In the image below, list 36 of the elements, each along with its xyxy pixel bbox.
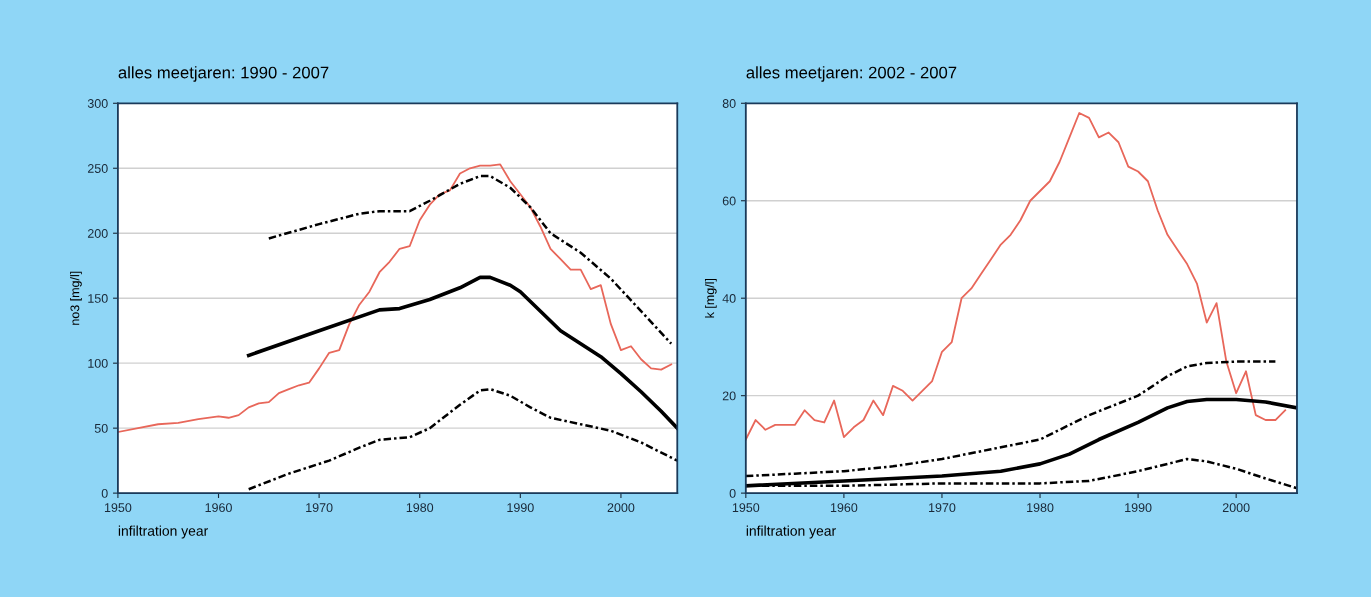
y-tick-label: 40	[722, 294, 736, 303]
x-tick-label: 1970	[306, 503, 333, 513]
x-axis-title: infiltration year	[118, 525, 208, 539]
y-tick-label: 80	[722, 99, 736, 108]
x-tick-label: 2000	[607, 503, 635, 513]
y-tick-label: 100	[88, 358, 108, 368]
y-tick-label: 20	[722, 391, 736, 401]
line-series	[745, 360, 1277, 478]
x-tick-label: 1980	[406, 503, 434, 513]
x-tick-label: 1960	[830, 503, 858, 513]
chart-title: alles meetjaren: 1990 - 2007	[118, 66, 329, 82]
x-axis-title: infiltration year	[746, 525, 836, 539]
line-series	[745, 112, 1287, 441]
y-tick-label: 250	[87, 164, 108, 173]
y-axis-title: no3 [mg/l]	[70, 271, 82, 325]
line-series	[246, 275, 678, 430]
y-tick-label: 300	[87, 99, 108, 108]
y-tick-label: 150	[88, 294, 108, 303]
x-tick-label: 1980	[1027, 503, 1054, 513]
y-tick-label: 200	[87, 229, 108, 238]
y-axis-title: k [mg/l]	[704, 278, 717, 318]
x-tick-label: 1990	[507, 503, 534, 513]
chart-title: alles meetjaren: 2002 - 2007	[746, 66, 957, 82]
x-tick-label: 1950	[104, 503, 132, 513]
line-series	[247, 387, 678, 491]
y-tick-label: 0	[729, 488, 736, 498]
x-tick-label: 1990	[1125, 503, 1152, 513]
x-tick-label: 1950	[732, 503, 760, 513]
y-tick-label: 50	[94, 423, 108, 433]
x-tick-label: 2000	[1222, 503, 1250, 513]
y-tick-label: 0	[101, 488, 108, 498]
x-tick-label: 1960	[205, 503, 232, 513]
line-series	[267, 174, 673, 345]
x-tick-label: 1970	[929, 503, 956, 513]
y-tick-label: 60	[722, 196, 736, 206]
line-series	[117, 163, 673, 433]
